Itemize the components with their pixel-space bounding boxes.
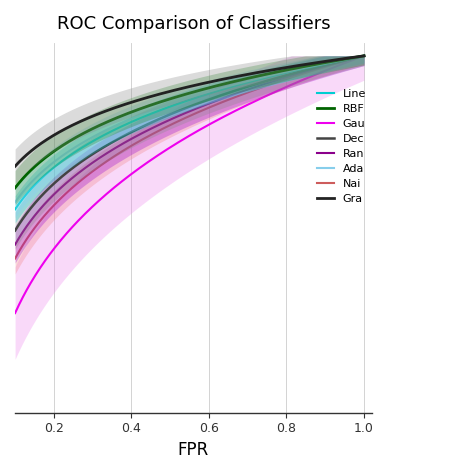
Legend: Line, RBF, Gau, Dec, Ran, Ada, Nai, Gra: Line, RBF, Gau, Dec, Ran, Ada, Nai, Gra bbox=[317, 89, 366, 204]
Title: ROC Comparison of Classifiers: ROC Comparison of Classifiers bbox=[56, 15, 330, 33]
X-axis label: FPR: FPR bbox=[178, 441, 209, 459]
